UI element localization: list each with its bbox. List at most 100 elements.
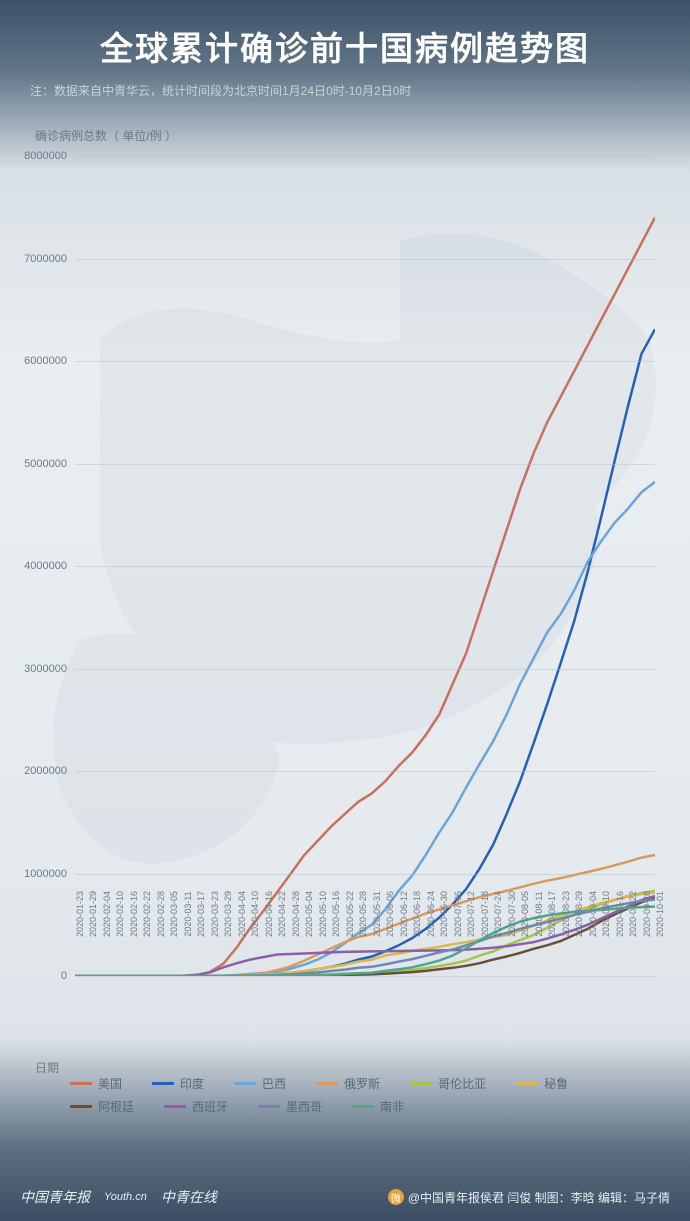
x-tick: 2020-03-17 bbox=[196, 891, 206, 937]
weibo-icon: 微 bbox=[388, 1189, 404, 1205]
x-tick: 2020-10-01 bbox=[655, 891, 665, 937]
legend-label: 墨西哥 bbox=[286, 1098, 322, 1115]
grid-line bbox=[75, 874, 655, 875]
x-axis: 2020-01-232020-01-292020-02-042020-02-10… bbox=[75, 914, 655, 984]
y-tick: 8000000 bbox=[7, 150, 67, 162]
legend-item-safrica: 南非 bbox=[352, 1098, 404, 1115]
x-tick: 2020-09-10 bbox=[601, 891, 611, 937]
footer: 中国青年报 Youth.cn 中青在线 微 @中国青年报侯君 闫俊 制图：李晗 … bbox=[0, 1173, 690, 1221]
x-tick: 2020-08-29 bbox=[574, 891, 584, 937]
x-tick: 2020-01-29 bbox=[88, 891, 98, 937]
y-axis-label: 确诊病例总数（ 单位/例 ） bbox=[35, 127, 670, 144]
page-subtitle: 注：数据来自中青华云，统计时间段为北京时间1月24日0时-10月2日0时 bbox=[30, 82, 660, 99]
x-tick: 2020-01-23 bbox=[75, 891, 85, 937]
y-tick: 3000000 bbox=[7, 663, 67, 675]
x-tick: 2020-07-30 bbox=[507, 891, 517, 937]
x-tick: 2020-07-24 bbox=[493, 891, 503, 937]
x-tick: 2020-03-23 bbox=[210, 891, 220, 937]
grid-line bbox=[75, 566, 655, 567]
footer-logo-3: 中青在线 bbox=[161, 1187, 217, 1207]
legend-label: 巴西 bbox=[262, 1075, 286, 1092]
legend-label: 西班牙 bbox=[192, 1098, 228, 1115]
x-tick: 2020-05-04 bbox=[304, 891, 314, 937]
legend-swatch bbox=[70, 1105, 92, 1108]
x-tick: 2020-08-11 bbox=[534, 891, 544, 936]
legend-label: 美国 bbox=[98, 1075, 122, 1092]
x-tick: 2020-04-28 bbox=[291, 891, 301, 937]
y-tick: 4000000 bbox=[7, 560, 67, 572]
footer-credit: @中国青年报侯君 闫俊 制图：李晗 编辑：马子倩 bbox=[408, 1189, 670, 1206]
grid-line bbox=[75, 669, 655, 670]
legend-swatch bbox=[516, 1082, 538, 1085]
legend-swatch bbox=[152, 1082, 174, 1085]
x-tick: 2020-04-10 bbox=[250, 891, 260, 937]
x-tick: 2020-09-28 bbox=[642, 891, 652, 937]
legend-item-spain: 西班牙 bbox=[164, 1098, 228, 1115]
y-tick: 5000000 bbox=[7, 458, 67, 470]
legend-label: 南非 bbox=[380, 1098, 404, 1115]
x-tick: 2020-02-28 bbox=[156, 891, 166, 937]
chart-area: 确诊病例总数（ 单位/例 ） 日期 0100000020000003000000… bbox=[0, 107, 690, 1067]
x-tick: 2020-02-04 bbox=[102, 891, 112, 937]
y-tick: 1000000 bbox=[7, 868, 67, 880]
legend: 美国 印度 巴西 俄罗斯 哥伦比亚 秘鲁阿根廷 西班牙 墨西哥 南非 bbox=[0, 1067, 690, 1123]
footer-logo-2: Youth.cn bbox=[104, 1191, 147, 1203]
x-tick: 2020-05-10 bbox=[318, 891, 328, 937]
legend-swatch bbox=[70, 1082, 92, 1085]
x-tick: 2020-04-16 bbox=[264, 891, 274, 937]
legend-item-mexico: 墨西哥 bbox=[258, 1098, 322, 1115]
grid-line bbox=[75, 771, 655, 772]
x-tick: 2020-05-16 bbox=[331, 891, 341, 937]
x-tick: 2020-02-10 bbox=[115, 891, 125, 937]
y-tick: 0 bbox=[7, 970, 67, 982]
footer-logo-1: 中国青年报 bbox=[20, 1187, 90, 1207]
header: 全球累计确诊前十国病例趋势图 注：数据来自中青华云，统计时间段为北京时间1月24… bbox=[0, 0, 690, 107]
legend-item-colombia: 哥伦比亚 bbox=[410, 1075, 486, 1092]
y-tick: 2000000 bbox=[7, 765, 67, 777]
x-tick: 2020-06-24 bbox=[426, 891, 436, 937]
x-tick: 2020-05-31 bbox=[372, 891, 382, 937]
x-tick: 2020-02-16 bbox=[129, 891, 139, 937]
legend-swatch bbox=[316, 1082, 338, 1085]
legend-label: 俄罗斯 bbox=[344, 1075, 380, 1092]
grid-line bbox=[75, 156, 655, 157]
legend-label: 阿根廷 bbox=[98, 1098, 134, 1115]
x-tick: 2020-04-22 bbox=[277, 891, 287, 937]
x-tick: 2020-09-04 bbox=[588, 891, 598, 937]
x-tick: 2020-03-05 bbox=[169, 891, 179, 937]
x-tick: 2020-08-17 bbox=[547, 891, 557, 937]
y-tick: 6000000 bbox=[7, 355, 67, 367]
grid-line bbox=[75, 361, 655, 362]
legend-item-peru: 秘鲁 bbox=[516, 1075, 568, 1092]
chart-plot: 日期 0100000020000003000000400000050000006… bbox=[75, 156, 655, 976]
grid-line bbox=[75, 464, 655, 465]
legend-item-usa: 美国 bbox=[70, 1075, 122, 1092]
legend-swatch bbox=[234, 1082, 256, 1085]
x-tick: 2020-09-22 bbox=[628, 891, 638, 937]
page-title: 全球累计确诊前十国病例趋势图 bbox=[30, 22, 660, 70]
x-tick: 2020-06-12 bbox=[399, 891, 409, 937]
x-tick: 2020-03-29 bbox=[223, 891, 233, 937]
x-tick: 2020-02-22 bbox=[142, 891, 152, 937]
x-tick: 2020-06-30 bbox=[439, 891, 449, 937]
legend-item-argentina: 阿根廷 bbox=[70, 1098, 134, 1115]
x-tick: 2020-04-04 bbox=[237, 891, 247, 937]
legend-swatch bbox=[410, 1082, 432, 1085]
legend-swatch bbox=[352, 1105, 374, 1108]
x-tick: 2020-07-06 bbox=[453, 891, 463, 937]
x-tick: 2020-07-12 bbox=[466, 891, 476, 937]
legend-item-brazil: 巴西 bbox=[234, 1075, 286, 1092]
x-tick: 2020-07-18 bbox=[480, 891, 490, 937]
y-tick: 7000000 bbox=[7, 253, 67, 265]
x-tick: 2020-05-28 bbox=[358, 891, 368, 937]
legend-label: 印度 bbox=[180, 1075, 204, 1092]
grid-line bbox=[75, 259, 655, 260]
x-tick: 2020-03-11 bbox=[183, 891, 193, 936]
series-usa bbox=[75, 218, 655, 977]
x-tick: 2020-06-18 bbox=[412, 891, 422, 937]
legend-item-russia: 俄罗斯 bbox=[316, 1075, 380, 1092]
x-tick: 2020-08-05 bbox=[520, 891, 530, 937]
legend-swatch bbox=[164, 1105, 186, 1108]
x-tick: 2020-06-06 bbox=[385, 891, 395, 937]
legend-swatch bbox=[258, 1105, 280, 1108]
